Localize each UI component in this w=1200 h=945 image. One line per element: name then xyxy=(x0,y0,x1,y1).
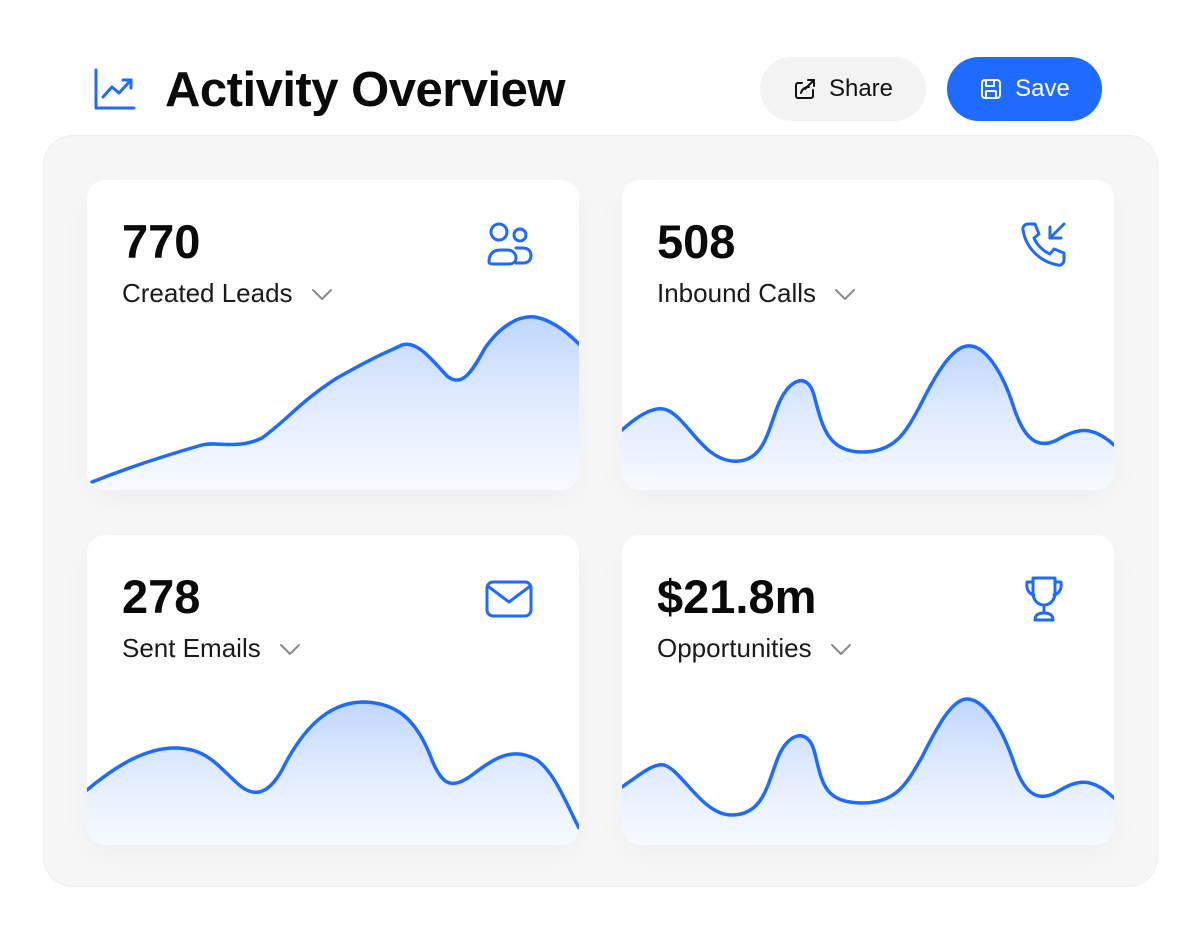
sparkline-opportunities xyxy=(622,697,1114,845)
save-button[interactable]: Save xyxy=(947,57,1102,121)
metric-value: $21.8m xyxy=(657,570,817,623)
header: Activity Overview Share Save xyxy=(0,0,1200,160)
save-icon xyxy=(981,79,1002,99)
users-icon xyxy=(487,222,533,266)
metric-card-created-leads[interactable]: 770 Created Leads xyxy=(87,180,579,490)
sparkline-sent-emails xyxy=(87,700,579,845)
page-title: Activity Overview xyxy=(165,63,566,117)
metric-label: Inbound Calls xyxy=(657,278,816,308)
metric-value: 508 xyxy=(657,215,736,268)
sparkline-inbound-calls xyxy=(622,344,1114,490)
metric-label: Created Leads xyxy=(122,278,293,308)
trend-chart-icon xyxy=(94,68,136,110)
share-button-label: Share xyxy=(828,75,894,102)
metric-card-inbound-calls[interactable]: 508 Inbound Calls xyxy=(622,180,1114,490)
chevron-down-icon xyxy=(279,643,300,655)
metric-value: 770 xyxy=(122,215,201,268)
metric-card-opportunities[interactable]: $21.8m Opportunities xyxy=(622,535,1114,845)
metric-label: Sent Emails xyxy=(122,633,261,663)
metric-selector[interactable]: Inbound Calls xyxy=(657,278,858,309)
metric-selector[interactable]: Opportunities xyxy=(657,633,854,664)
trophy-icon xyxy=(1025,576,1063,622)
metric-label: Opportunities xyxy=(657,633,812,663)
chevron-down-icon xyxy=(835,288,855,300)
share-icon xyxy=(794,79,815,99)
chevron-down-icon xyxy=(311,288,332,300)
save-button-label: Save xyxy=(1015,75,1070,102)
chevron-down-icon xyxy=(830,643,851,655)
metric-selector[interactable]: Sent Emails xyxy=(122,633,303,664)
metric-selector[interactable]: Created Leads xyxy=(122,278,335,309)
metric-card-sent-emails[interactable]: 278 Sent Emails xyxy=(87,535,579,845)
sparkline-created-leads xyxy=(87,315,579,490)
mail-icon xyxy=(485,580,533,618)
metric-value: 278 xyxy=(122,570,201,623)
share-button[interactable]: Share xyxy=(760,57,926,121)
incoming-call-icon xyxy=(1021,222,1066,267)
